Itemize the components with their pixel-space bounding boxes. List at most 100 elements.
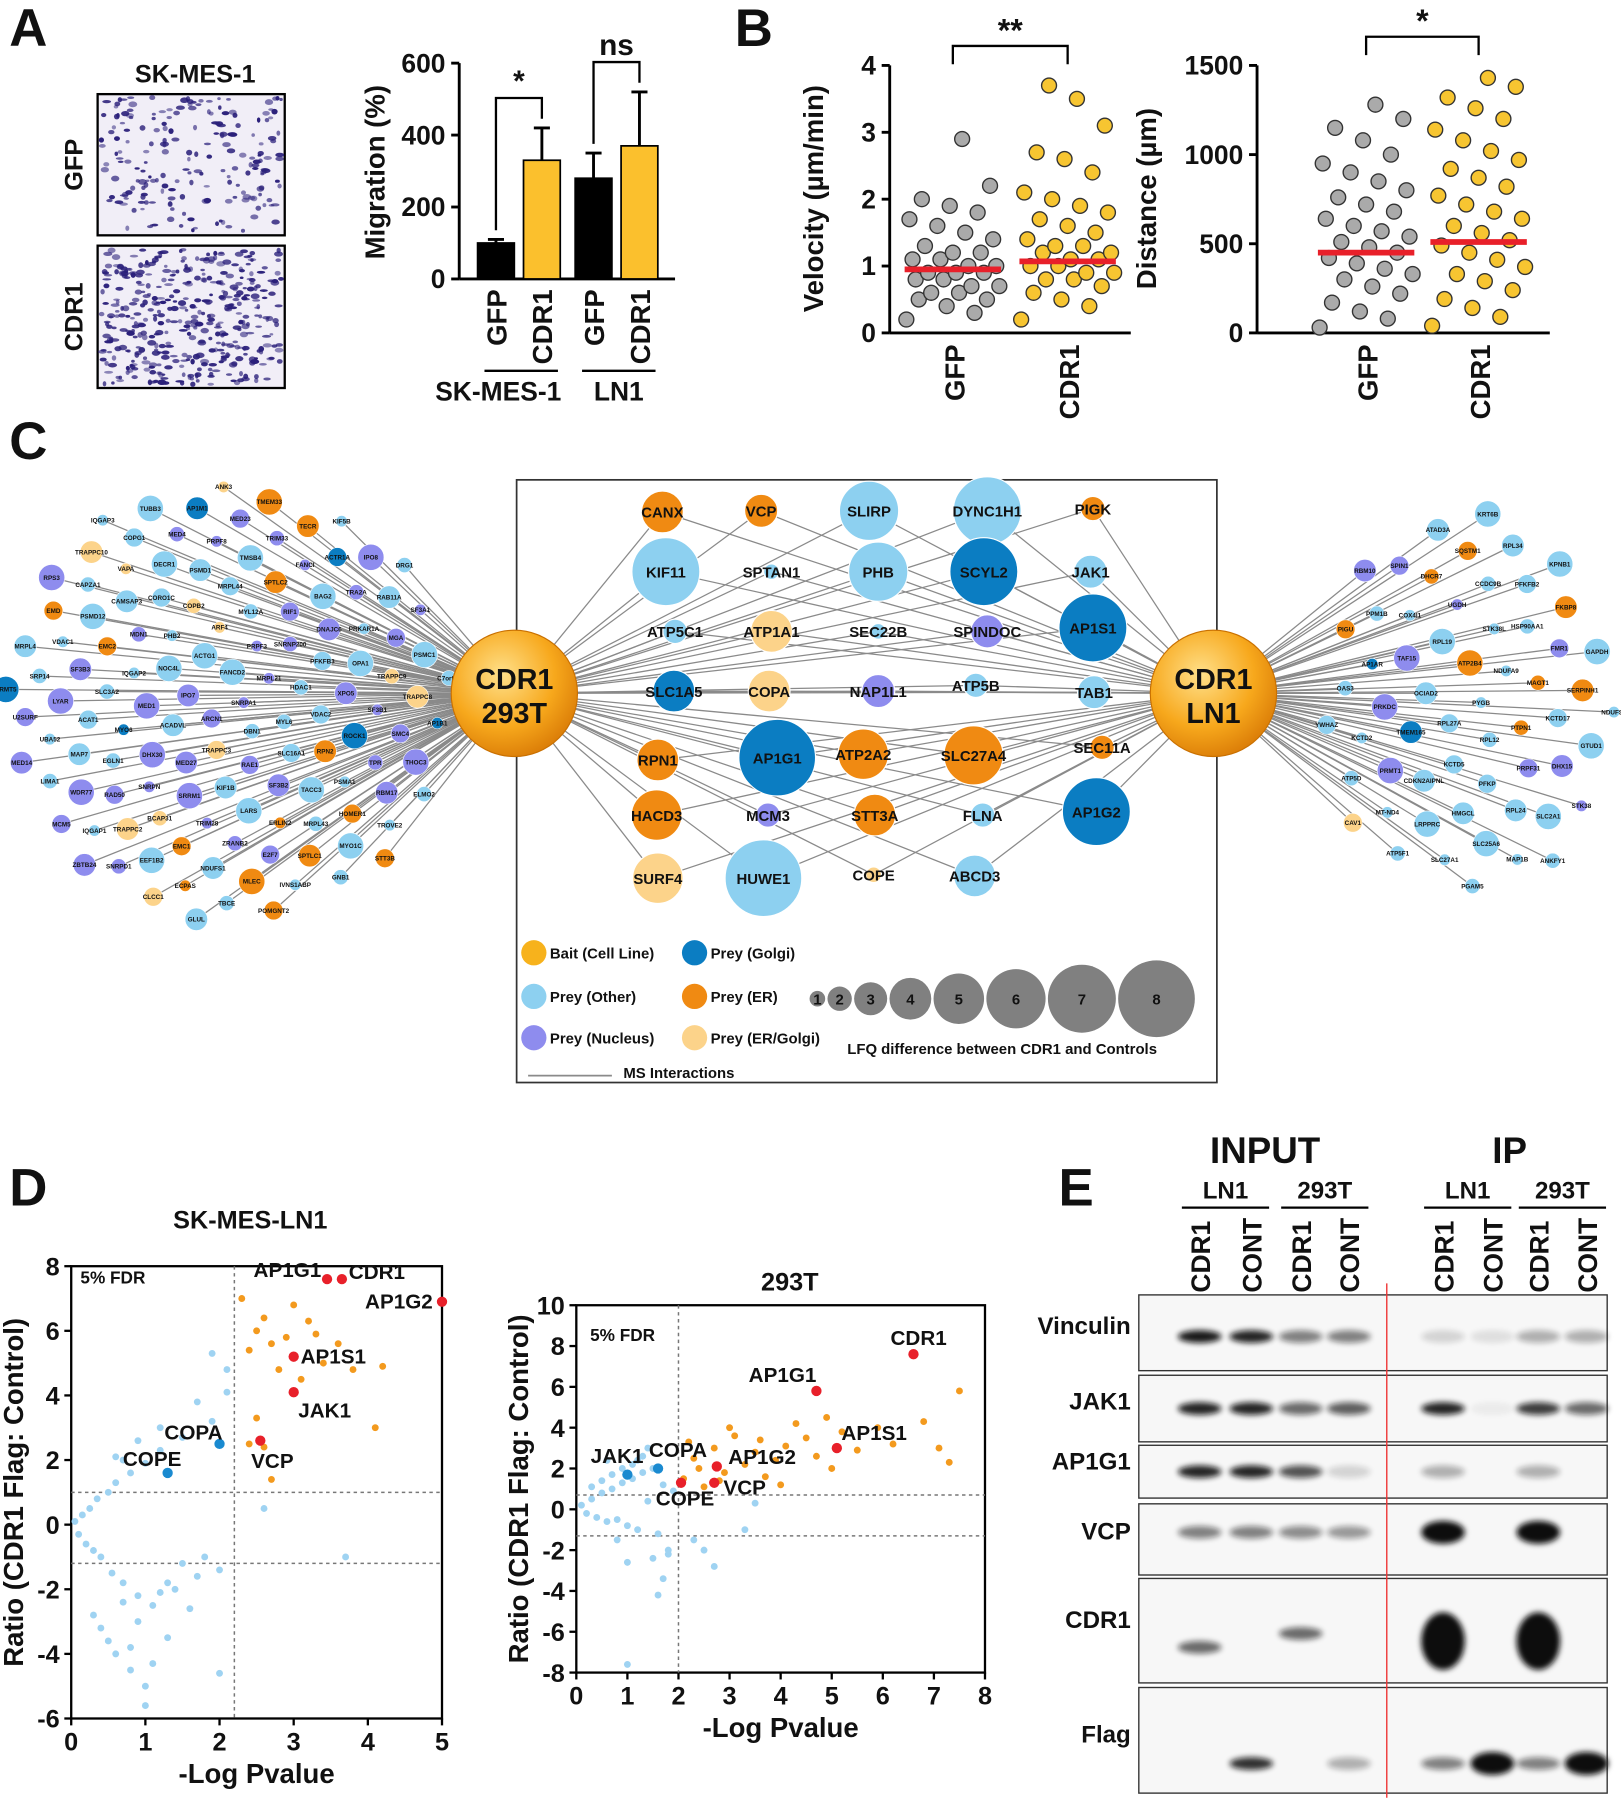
node [237,544,264,572]
data-point [112,1453,120,1461]
node [763,563,780,581]
panel-letter: B [735,0,773,58]
cell [111,355,117,361]
cell [215,323,221,328]
edge [1213,692,1582,807]
node [104,785,125,805]
data-point [929,217,946,235]
legend-label: Prey (ER) [711,989,778,1006]
cell [264,118,270,123]
blot-band [1470,1330,1515,1343]
cell [259,363,267,366]
cell [193,169,203,174]
highlight-point [255,1435,266,1446]
cell [170,270,177,274]
cell [104,370,114,374]
size-legend-label: 5 [955,991,963,1008]
data-point [644,1497,652,1505]
cell [277,183,282,189]
data-point [984,231,1002,248]
y-tick-label: 8 [551,1333,565,1361]
blot-band [1421,1330,1465,1343]
node [237,696,250,709]
data-point [349,1366,357,1374]
node [130,626,147,643]
node-label: SLC2A1 [1536,814,1561,821]
node [414,603,427,616]
node [97,636,117,657]
data-point [1439,89,1456,106]
node [744,493,779,528]
x-tick-label: 0 [64,1729,78,1757]
data-point [777,1481,785,1489]
x-tick-label: 6 [876,1683,890,1711]
blot-band [1278,1402,1323,1415]
node-label: VAPA [118,566,135,573]
cell [167,201,173,208]
y-tick-label: 1500 [1185,51,1244,81]
cell [194,151,199,157]
cell [132,335,138,339]
node [311,704,331,725]
node [143,780,156,793]
node-label: FANCI [296,562,315,569]
cell [261,334,272,338]
data-point [1087,224,1104,241]
cell [166,216,175,223]
node [1451,598,1464,611]
data-point [741,1460,749,1468]
node [240,755,260,775]
node-label: PRMT1 [1380,768,1402,775]
node-label: COPG1 [123,535,146,542]
node [755,802,781,828]
cell [103,283,110,289]
node [375,848,395,868]
micrograph-row-label: GFP [61,139,89,191]
cell [165,318,171,323]
point-label: AP1G1 [254,1259,322,1282]
node-label: ATP1A1 [743,624,799,641]
node-label: PYGB [1472,700,1490,707]
node [853,793,897,837]
node-label: PSMD12 [80,614,106,621]
cell [268,356,275,360]
data-point [710,1563,718,1570]
cell [107,247,116,254]
cell [248,162,253,168]
node [244,723,261,740]
cell [226,148,236,154]
node-label: PHB [862,564,894,581]
node [151,587,172,608]
significance-label: * [1416,3,1429,39]
node-label: SNRPD1 [106,864,132,871]
cell [153,127,160,133]
cell [186,354,193,359]
node [861,673,896,709]
node [201,708,222,729]
node [1571,678,1595,702]
node-label: THOC3 [405,759,427,766]
node-label: MED4 [168,531,186,538]
significance-label: ns [599,29,634,62]
node-label: MAP7 [71,752,89,759]
x-tick-label: GFP [939,344,970,401]
highlight-point [288,1351,299,1362]
bar [574,177,613,280]
y-tick-label: 0 [551,1496,565,1524]
node [357,622,371,635]
node [838,480,900,542]
cell [206,321,214,326]
group-label: LN1 [594,377,644,407]
cell [274,251,283,257]
node-label: KCTD17 [1546,715,1571,722]
node [138,741,166,769]
node-label: SLC27A1 [1431,857,1459,864]
node [1366,657,1379,671]
node [1504,798,1528,822]
x-tick-label: CDR1 [1054,344,1085,419]
node [837,728,890,781]
cell [178,328,188,332]
node-label: EGLN1 [103,758,124,765]
node [334,681,358,705]
y-tick-label: 4 [551,1415,565,1443]
